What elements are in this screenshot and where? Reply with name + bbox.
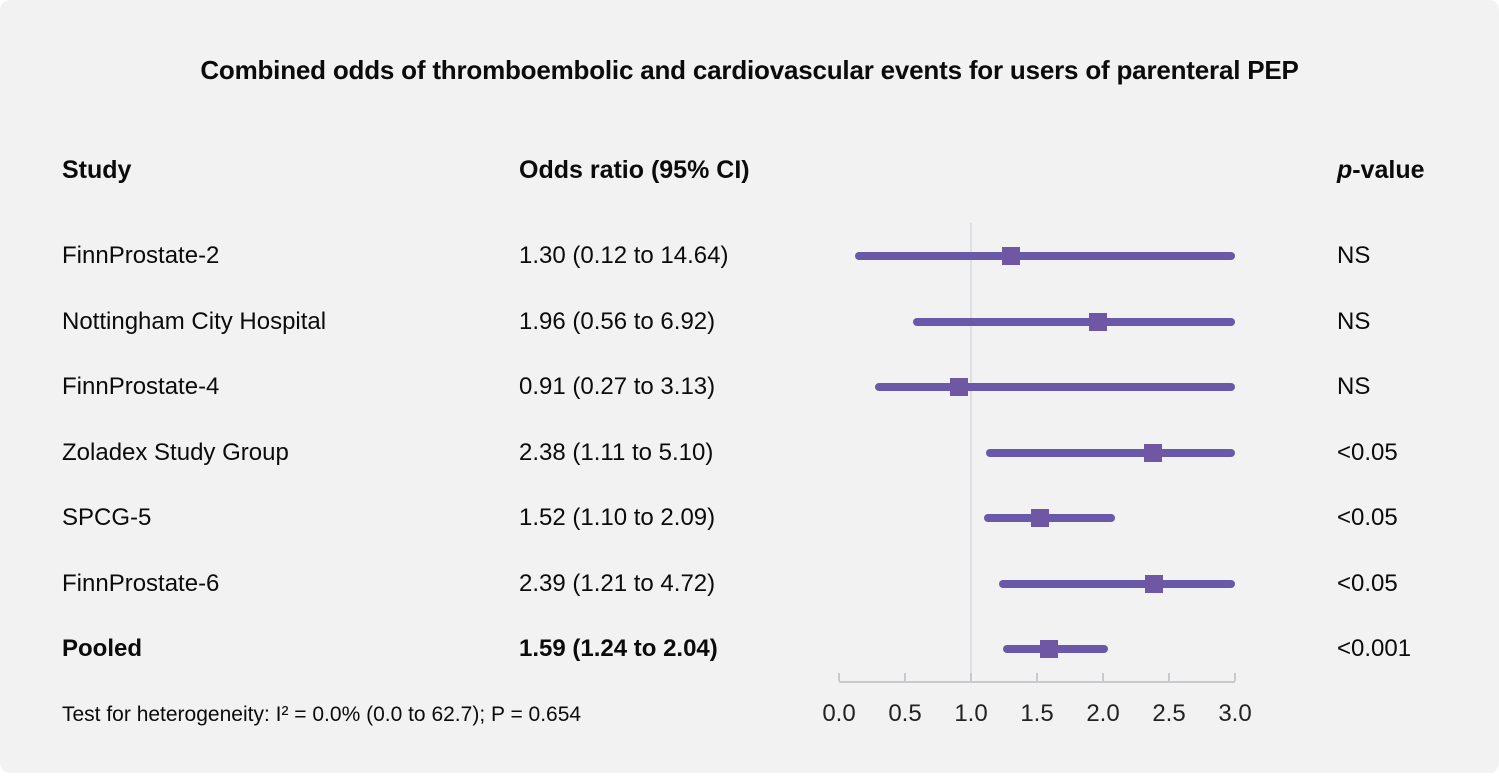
axis-line	[839, 681, 1235, 683]
heterogeneity-footnote: Test for heterogeneity: I² = 0.0% (0.0 t…	[62, 703, 582, 726]
column-header-study: Study	[62, 156, 132, 184]
table-row: Zoladex Study Group 2.38 (1.11 to 5.10) …	[0, 437, 1499, 469]
axis-tick-label: 0.0	[822, 700, 856, 727]
axis-tick	[838, 673, 840, 681]
odds-ratio-ci: 0.91 (0.27 to 3.13)	[519, 373, 716, 400]
or-marker	[1145, 574, 1164, 593]
study-label: Zoladex Study Group	[62, 439, 289, 466]
odds-ratio-ci: 2.38 (1.11 to 5.10)	[519, 439, 714, 466]
axis-tick-label: 1.5	[1020, 700, 1054, 727]
p-value: NS	[1337, 373, 1371, 400]
odds-ratio-ci: 1.59 (1.24 to 2.04)	[519, 635, 718, 662]
p-value-header-rest: -value	[1352, 156, 1425, 184]
or-marker	[1088, 312, 1107, 331]
p-value: <0.001	[1337, 635, 1412, 662]
study-label: SPCG-5	[62, 504, 152, 531]
or-marker	[1001, 247, 1020, 265]
odds-ratio-ci: 1.52 (1.10 to 2.09)	[519, 504, 716, 531]
or-marker	[950, 378, 969, 396]
study-label: Pooled	[62, 635, 143, 662]
odds-ratio-ci: 1.30 (0.12 to 14.64)	[519, 242, 729, 269]
axis-tick-label: 1.0	[954, 700, 988, 727]
column-header-p-value: p-value	[1337, 155, 1425, 185]
table-row-pooled: Pooled 1.59 (1.24 to 2.04) <0.001	[0, 633, 1499, 665]
axis-tick-label: 2.5	[1152, 700, 1186, 727]
p-value: <0.05	[1337, 504, 1398, 531]
ci-line	[874, 383, 1235, 391]
p-value-header-italic-p: p	[1337, 156, 1353, 184]
study-label: Nottingham City Hospital	[62, 308, 327, 335]
axis-tick	[1168, 673, 1170, 681]
axis-tick-label: 0.5	[888, 700, 922, 727]
axis-tick-label: 3.0	[1218, 700, 1252, 727]
table-row: Nottingham City Hospital 1.96 (0.56 to 6…	[0, 306, 1499, 338]
ci-line	[984, 514, 1115, 522]
or-marker	[1144, 443, 1163, 462]
odds-ratio-ci: 1.96 (0.56 to 6.92)	[519, 308, 716, 335]
or-marker	[1039, 640, 1058, 658]
ci-line	[998, 579, 1235, 588]
p-value: NS	[1337, 308, 1371, 335]
p-value: <0.05	[1337, 570, 1398, 597]
table-row: FinnProstate-6 2.39 (1.21 to 4.72) <0.05	[0, 568, 1499, 600]
study-label: FinnProstate-2	[62, 242, 220, 269]
p-value: <0.05	[1337, 439, 1398, 466]
axis-tick-label: 2.0	[1086, 700, 1120, 727]
ci-line	[854, 252, 1235, 260]
odds-ratio-ci: 2.39 (1.21 to 4.72)	[519, 570, 716, 597]
ci-line	[912, 317, 1235, 326]
or-marker	[1030, 509, 1049, 527]
table-row: SPCG-5 1.52 (1.10 to 2.09) <0.05	[0, 502, 1499, 534]
axis-tick	[970, 673, 972, 681]
figure-title: Combined odds of thromboembolic and card…	[200, 55, 1299, 85]
axis-tick	[1234, 673, 1236, 681]
column-header-odds-ratio: Odds ratio (95% CI)	[519, 156, 750, 184]
table-row: FinnProstate-4 0.91 (0.27 to 3.13) NS	[0, 371, 1499, 403]
reference-line	[970, 223, 972, 681]
study-label: FinnProstate-4	[62, 373, 220, 400]
study-label: FinnProstate-6	[62, 570, 220, 597]
table-row: FinnProstate-2 1.30 (0.12 to 14.64) NS	[0, 240, 1499, 272]
axis-tick	[904, 673, 906, 681]
p-value: NS	[1337, 242, 1371, 269]
axis-tick	[1102, 673, 1104, 681]
ci-line	[985, 448, 1235, 457]
axis-tick	[1036, 673, 1038, 681]
